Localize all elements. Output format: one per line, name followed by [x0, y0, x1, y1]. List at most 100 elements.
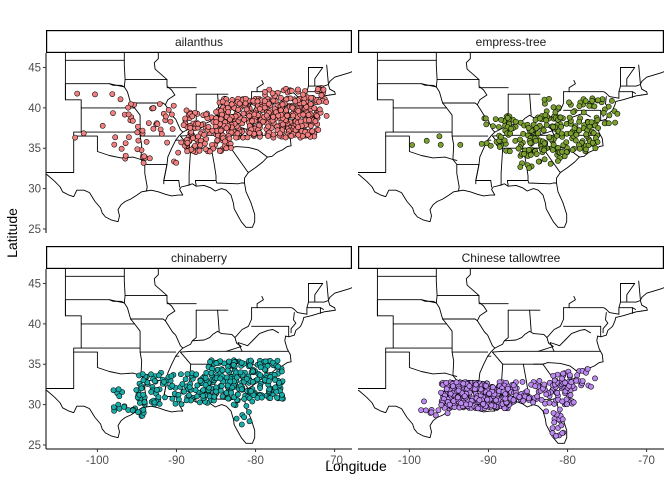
data-point	[217, 127, 224, 134]
data-point	[436, 133, 443, 140]
data-point	[443, 386, 450, 392]
data-point	[586, 102, 593, 109]
y-tick-label: 40	[28, 319, 41, 331]
data-point	[450, 383, 456, 390]
data-point	[490, 123, 496, 129]
data-point	[178, 401, 185, 408]
data-point	[257, 372, 264, 379]
data-point	[592, 145, 599, 152]
data-point	[595, 125, 601, 131]
data-point	[569, 147, 576, 153]
data-point	[150, 105, 157, 112]
data-point	[320, 86, 327, 93]
data-point	[450, 398, 457, 404]
points-chinese-tallowtree	[418, 366, 598, 439]
state-border	[549, 329, 591, 352]
state-border	[308, 84, 329, 87]
data-point	[570, 399, 577, 406]
data-point	[536, 378, 543, 384]
data-point	[559, 375, 565, 382]
data-point	[110, 404, 117, 411]
data-point	[207, 359, 213, 365]
data-point	[141, 399, 148, 405]
data-point	[254, 98, 261, 105]
data-point	[218, 116, 224, 123]
state-border	[326, 280, 329, 300]
data-point	[231, 394, 237, 401]
state-border	[314, 283, 324, 303]
data-point	[455, 387, 462, 394]
us-map	[358, 269, 664, 444]
data-point	[225, 395, 231, 402]
data-point	[543, 122, 550, 128]
state-border	[442, 102, 478, 106]
state-border	[290, 312, 297, 334]
data-point	[567, 130, 574, 137]
data-point	[543, 117, 549, 124]
data-point	[184, 371, 191, 377]
data-point	[541, 381, 548, 388]
data-point	[226, 135, 233, 142]
data-point	[318, 92, 325, 99]
data-point	[224, 382, 231, 389]
data-point	[238, 421, 245, 428]
data-point	[167, 118, 174, 125]
data-point	[219, 367, 226, 374]
data-point	[525, 395, 532, 402]
data-point	[211, 393, 218, 400]
data-point	[201, 131, 207, 138]
data-point	[295, 124, 301, 131]
data-point	[555, 104, 562, 111]
data-point	[240, 110, 247, 117]
data-point	[279, 368, 285, 375]
data-point	[187, 124, 194, 131]
data-point	[254, 376, 261, 383]
data-point	[579, 378, 586, 384]
data-point	[292, 98, 299, 105]
data-point	[300, 91, 306, 98]
data-point	[590, 130, 597, 136]
data-point	[192, 142, 198, 149]
state-border	[108, 299, 125, 304]
data-point	[562, 379, 568, 386]
data-point	[493, 397, 499, 404]
strip-label-ailanthus: ailanthus	[175, 35, 223, 49]
data-point	[605, 120, 612, 127]
state-border	[194, 147, 217, 187]
data-point	[521, 151, 527, 157]
state-border	[420, 299, 437, 304]
data-point	[517, 164, 524, 170]
data-point	[266, 378, 272, 385]
y-tick-label: 25	[28, 440, 41, 452]
data-point	[109, 91, 116, 97]
data-point	[182, 115, 189, 122]
data-point	[172, 400, 179, 407]
data-point	[614, 110, 621, 117]
data-point	[506, 148, 513, 155]
state-border	[563, 91, 620, 99]
data-point	[421, 398, 427, 405]
state-border	[215, 180, 245, 185]
data-point	[169, 382, 176, 389]
data-point	[316, 106, 323, 113]
data-point	[553, 433, 559, 439]
data-point	[258, 394, 265, 401]
data-point	[234, 130, 241, 137]
data-point	[510, 397, 517, 403]
data-point	[527, 152, 534, 158]
y-tick-label: 30	[28, 184, 41, 196]
data-point	[546, 134, 553, 141]
data-point	[554, 389, 561, 396]
data-point	[112, 134, 119, 141]
data-point	[473, 381, 479, 388]
data-point	[290, 112, 296, 119]
data-point	[133, 387, 140, 393]
data-point	[594, 117, 601, 123]
data-point	[262, 358, 269, 365]
data-point	[316, 98, 322, 105]
data-point	[591, 103, 598, 110]
data-point	[260, 118, 266, 125]
state-border	[533, 362, 580, 374]
data-point	[116, 405, 123, 412]
data-point	[178, 139, 185, 146]
